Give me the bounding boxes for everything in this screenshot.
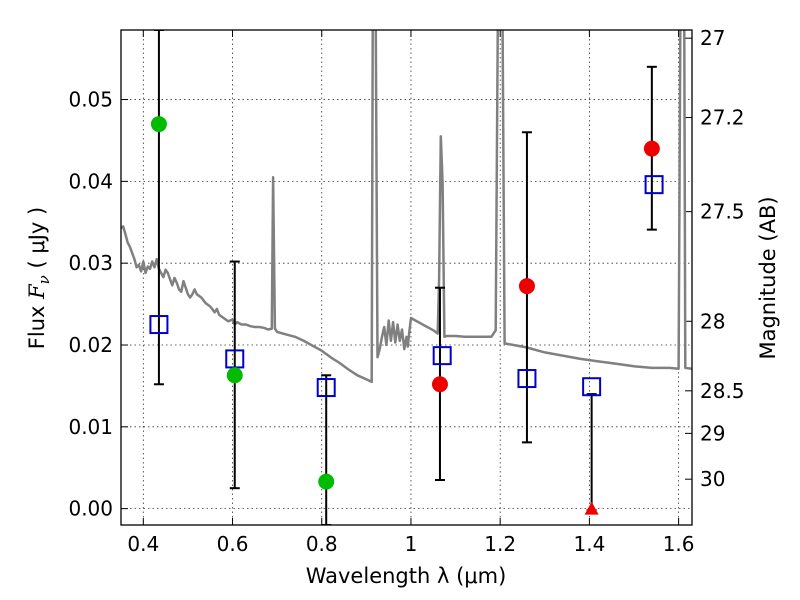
right-tick-label: 27.2 — [700, 106, 745, 130]
plot-background — [121, 30, 692, 525]
x-tick-label: 1.4 — [573, 532, 605, 556]
y-axis-label: Flux Fν ( μJy ) — [25, 207, 53, 349]
right-tick-label: 27.5 — [700, 200, 745, 224]
model-square — [432, 346, 452, 366]
y-tick-label: 0.01 — [68, 415, 113, 439]
model-square — [149, 315, 169, 335]
x-tick-label: 0.6 — [217, 532, 249, 556]
x-tick-label: 0.4 — [127, 532, 159, 556]
y-tick-label: 0.04 — [68, 169, 113, 193]
spectrum-line — [121, 30, 692, 384]
right-tick-label: 27 — [700, 26, 725, 50]
red-point — [518, 278, 535, 295]
x-axis-label: Wavelength λ (μm) — [306, 564, 507, 588]
y-tick-label: 0.00 — [68, 497, 113, 521]
model-square — [644, 175, 664, 195]
right-axis-label: Magnitude (AB) — [756, 196, 780, 359]
model-square — [517, 369, 537, 389]
model-square — [316, 378, 336, 398]
x-tick-label: 1.6 — [663, 532, 695, 556]
plot-frame — [120, 29, 693, 526]
x-tick-label: 1 — [405, 532, 418, 556]
y-axis-label-units: ( μJy ) — [25, 207, 49, 275]
green-point — [318, 473, 335, 490]
y-tick-label: 0.02 — [68, 333, 113, 357]
data-layer — [121, 30, 692, 525]
x-tick-label: 1.2 — [484, 532, 516, 556]
axis-ticks: 0.4 0.6 0.8 1 1.2 1.4 1.6 0.00 0.01 0.02 0.03 0.04 0… — [68, 26, 744, 556]
model-square — [582, 377, 602, 397]
y-tick-label: 0.05 — [68, 88, 113, 112]
x-tick-label: 0.8 — [306, 532, 338, 556]
right-tick-label: 28 — [700, 309, 725, 333]
y-axis-label-subscript: ν — [35, 275, 53, 284]
red-point — [431, 376, 448, 393]
y-axis-label-prefix: Flux — [25, 299, 49, 349]
right-tick-label: 28.5 — [700, 379, 745, 403]
right-tick-label: 29 — [700, 421, 725, 445]
upper-limit-marker — [584, 501, 599, 515]
y-tick-label: 0.03 — [68, 251, 113, 275]
right-tick-label: 30 — [700, 467, 725, 491]
green-point — [226, 367, 243, 384]
green-point — [150, 116, 167, 133]
red-point — [643, 140, 660, 157]
y-axis-label-symbol: F — [25, 283, 49, 300]
